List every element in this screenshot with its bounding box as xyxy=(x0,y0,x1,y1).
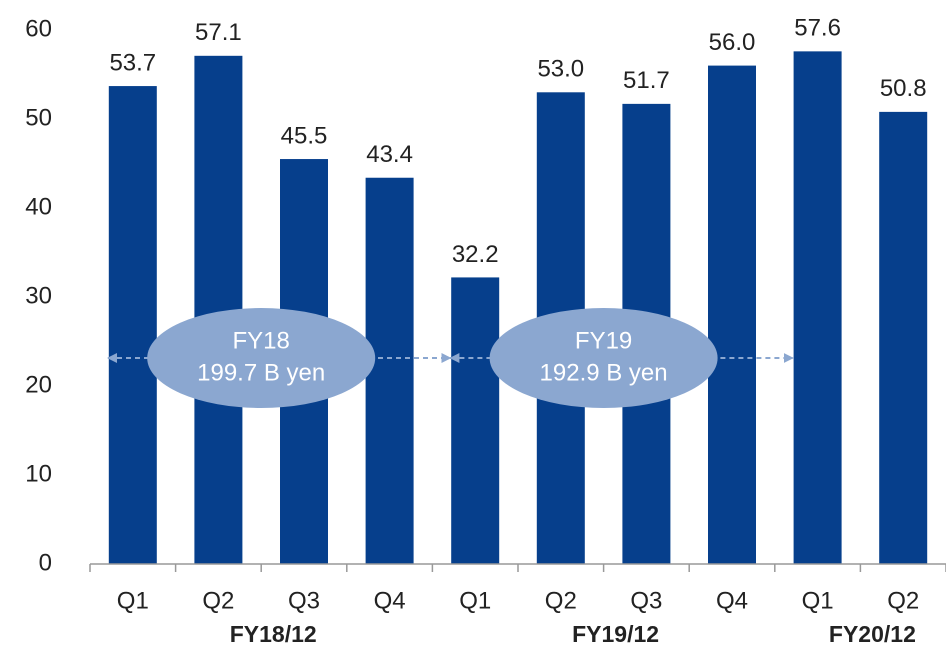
group-label: FY20/12 xyxy=(829,621,916,647)
x-tick-label: Q1 xyxy=(802,587,834,614)
y-tick-label: 30 xyxy=(25,282,52,309)
annotation-text: 199.7 B yen xyxy=(197,359,325,386)
bar xyxy=(793,51,842,565)
x-tick-label: Q2 xyxy=(545,587,577,614)
x-tick-label: Q1 xyxy=(459,587,491,614)
y-tick-label: 60 xyxy=(25,15,52,42)
value-label: 57.1 xyxy=(195,19,242,46)
x-tick-label: Q2 xyxy=(887,587,919,614)
x-tick-label: Q3 xyxy=(630,587,662,614)
value-label: 53.7 xyxy=(109,49,156,76)
x-tick-label: Q3 xyxy=(288,587,320,614)
x-tick-label: Q4 xyxy=(716,587,748,614)
annotation-text: FY19 xyxy=(575,327,632,354)
value-label: 45.5 xyxy=(281,122,328,149)
value-label: 56.0 xyxy=(709,29,756,56)
group-label: FY19/12 xyxy=(572,621,659,647)
y-tick-label: 40 xyxy=(25,193,52,220)
annotation-text: FY18 xyxy=(233,327,290,354)
bar xyxy=(365,177,414,565)
x-tick-label: Q2 xyxy=(202,587,234,614)
value-label: 50.8 xyxy=(880,75,927,102)
bar xyxy=(108,86,157,564)
y-tick-label: 10 xyxy=(25,460,52,487)
bar xyxy=(879,111,928,564)
annotation-text: 192.9 B yen xyxy=(540,359,668,386)
annotation-ellipse xyxy=(489,308,718,408)
x-tick-label: Q1 xyxy=(117,587,149,614)
group-label: FY18/12 xyxy=(230,621,317,647)
bar xyxy=(451,277,500,564)
value-label: 32.2 xyxy=(452,241,499,268)
y-tick-label: 20 xyxy=(25,371,52,398)
value-label: 43.4 xyxy=(366,141,413,168)
bar xyxy=(708,65,756,564)
value-label: 51.7 xyxy=(623,67,670,94)
y-tick-label: 0 xyxy=(39,549,52,576)
y-tick-label: 50 xyxy=(25,104,52,131)
annotation-ellipse xyxy=(147,308,376,408)
value-label: 57.6 xyxy=(794,15,841,42)
x-tick-label: Q4 xyxy=(374,587,406,614)
value-label: 53.0 xyxy=(537,56,584,83)
